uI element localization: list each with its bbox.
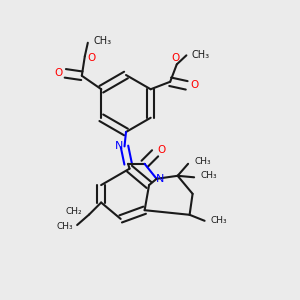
- Text: O: O: [158, 145, 166, 155]
- Text: N: N: [115, 141, 123, 152]
- Text: O: O: [87, 53, 95, 63]
- Text: CH₃: CH₃: [194, 157, 211, 166]
- Text: O: O: [190, 80, 198, 90]
- Text: CH₃: CH₃: [211, 216, 227, 225]
- Text: N: N: [156, 174, 164, 184]
- Text: CH₃: CH₃: [192, 50, 210, 60]
- Text: CH₃: CH₃: [200, 171, 217, 180]
- Text: CH₃: CH₃: [93, 36, 111, 46]
- Text: O: O: [171, 53, 179, 63]
- Text: CH₃: CH₃: [57, 222, 74, 231]
- Text: O: O: [55, 68, 63, 78]
- Text: CH₂: CH₂: [66, 207, 82, 216]
